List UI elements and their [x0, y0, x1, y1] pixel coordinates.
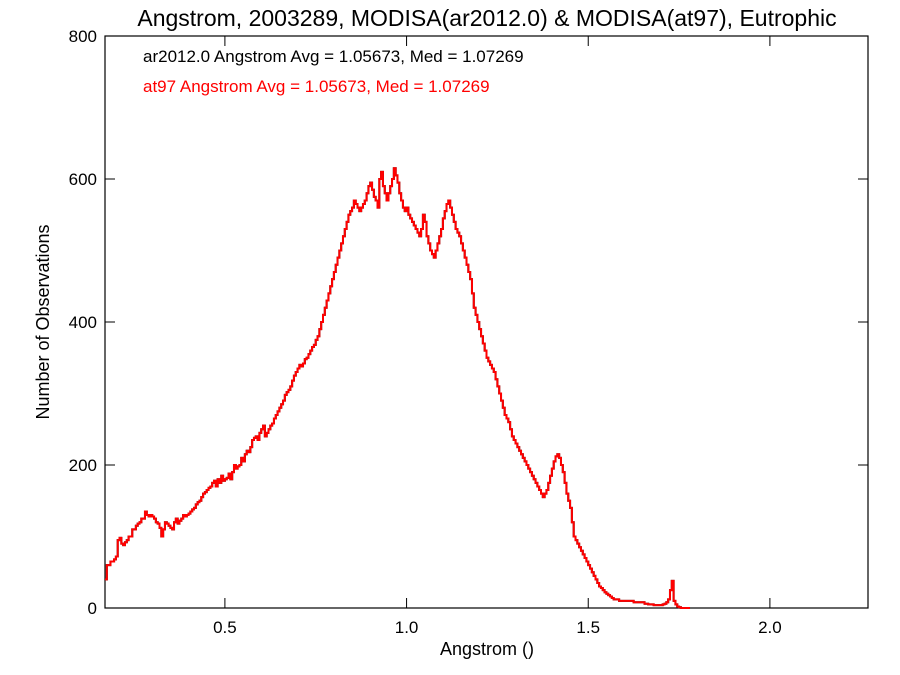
legend-at97-annotation: at97 Angstrom Avg = 1.05673, Med = 1.072…	[143, 77, 490, 96]
series-at97-line	[105, 167, 690, 609]
x-tick-label: 2.0	[758, 618, 782, 637]
x-axis-ticks: 0.5 1.0 1.5 2.0	[213, 36, 782, 637]
y-tick-label: 200	[69, 456, 97, 475]
legend-ar2012-annotation: ar2012.0 Angstrom Avg = 1.05673, Med = 1…	[143, 47, 524, 66]
x-tick-label: 1.5	[576, 618, 600, 637]
x-tick-label: 1.0	[395, 618, 419, 637]
y-tick-label: 0	[88, 599, 97, 618]
chart-title: Angstrom, 2003289, MODISA(ar2012.0) & MO…	[137, 5, 836, 31]
y-axis-ticks: 0 200 400 600 800	[69, 27, 868, 618]
y-tick-label: 600	[69, 170, 97, 189]
y-tick-label: 800	[69, 27, 97, 46]
plot-frame	[104, 35, 869, 609]
y-tick-label: 400	[69, 313, 97, 332]
x-axis-label: Angstrom ()	[440, 639, 534, 659]
y-axis-label: Number of Observations	[33, 224, 53, 419]
x-tick-label: 0.5	[213, 618, 237, 637]
series-ar2012-line	[105, 167, 690, 609]
